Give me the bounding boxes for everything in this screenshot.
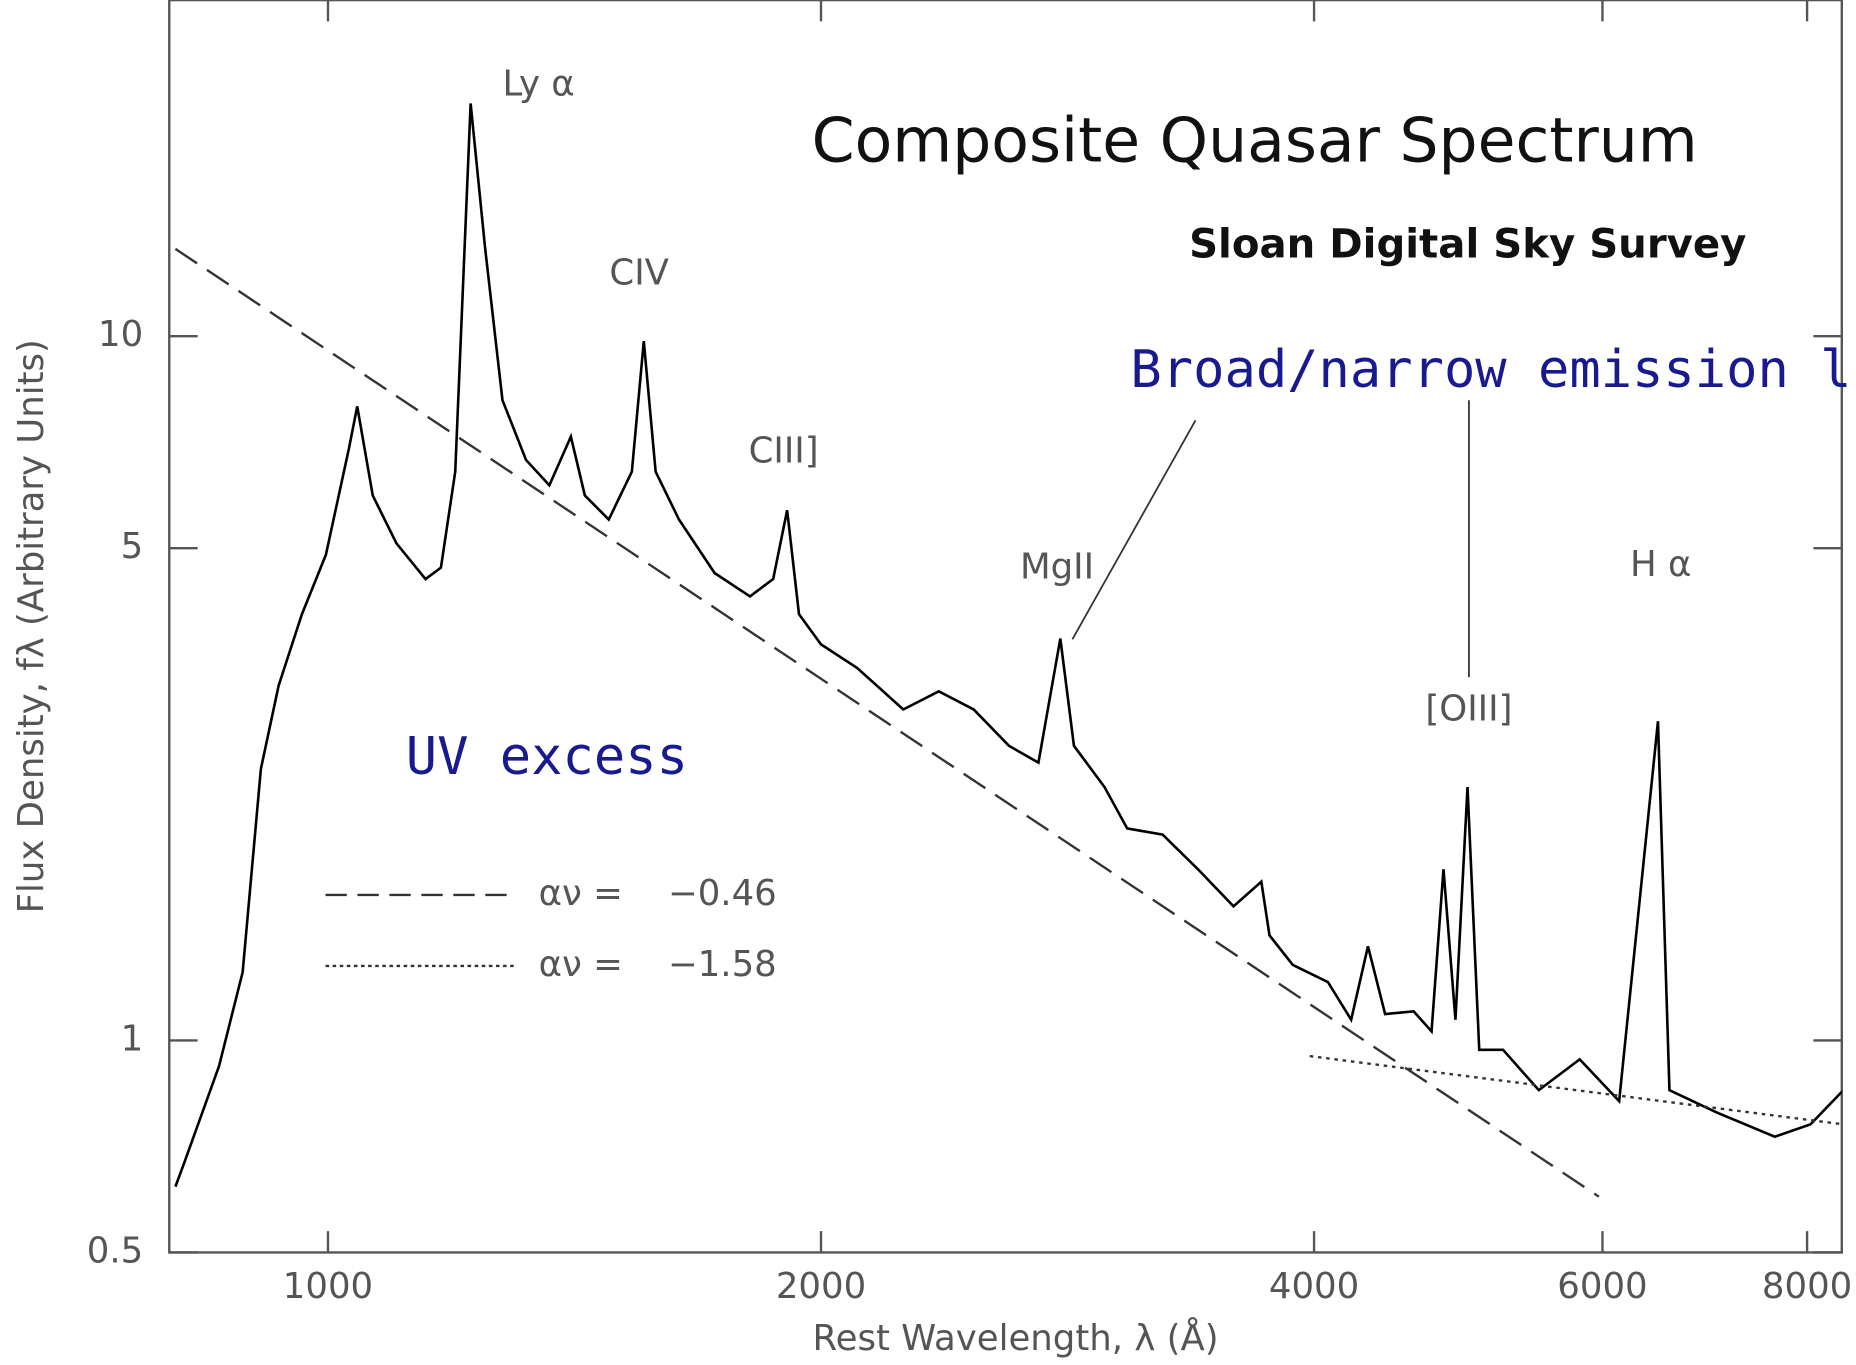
line-label: MgII bbox=[1020, 546, 1094, 587]
annotation: UV excess bbox=[406, 727, 688, 787]
line-label: H α bbox=[1630, 544, 1691, 585]
y-axis-label: Flux Density, fλ (Arbitrary Units) bbox=[11, 339, 52, 913]
chart-title: Composite Quasar Spectrum bbox=[812, 105, 1698, 177]
plot-area bbox=[174, 103, 1842, 1198]
legend-label: αν = −1.58 bbox=[539, 944, 777, 985]
legend-label: αν = −0.46 bbox=[539, 873, 777, 914]
plot-frame bbox=[168, 0, 1843, 1254]
y-tick-label: 10 bbox=[98, 314, 143, 355]
line-label: [OIII] bbox=[1425, 688, 1512, 729]
x-tick-label: 4000 bbox=[1269, 1266, 1359, 1307]
y-tick-label: 5 bbox=[121, 526, 144, 567]
line-label: Ly α bbox=[502, 63, 574, 104]
x-tick-label: 1000 bbox=[283, 1266, 373, 1307]
annotation: Broad/narrow emission lines bbox=[1130, 340, 1856, 400]
y-tick-label: 0.5 bbox=[87, 1230, 143, 1271]
line-label: CIV bbox=[609, 253, 669, 294]
x-tick-label: 2000 bbox=[776, 1266, 866, 1307]
line-label: CIII] bbox=[749, 430, 819, 471]
pointer-line bbox=[1071, 419, 1197, 640]
series-line bbox=[174, 247, 1600, 1198]
series-line bbox=[1309, 1054, 1842, 1126]
x-tick-label: 6000 bbox=[1557, 1266, 1647, 1307]
x-axis-label: Rest Wavelength, λ (Å) bbox=[813, 1316, 1219, 1359]
chart-subtitle: Sloan Digital Sky Survey bbox=[1189, 221, 1746, 267]
series-line bbox=[174, 103, 1842, 1188]
x-tick-label: 8000 bbox=[1762, 1266, 1852, 1307]
y-tick-label: 1 bbox=[121, 1018, 144, 1059]
